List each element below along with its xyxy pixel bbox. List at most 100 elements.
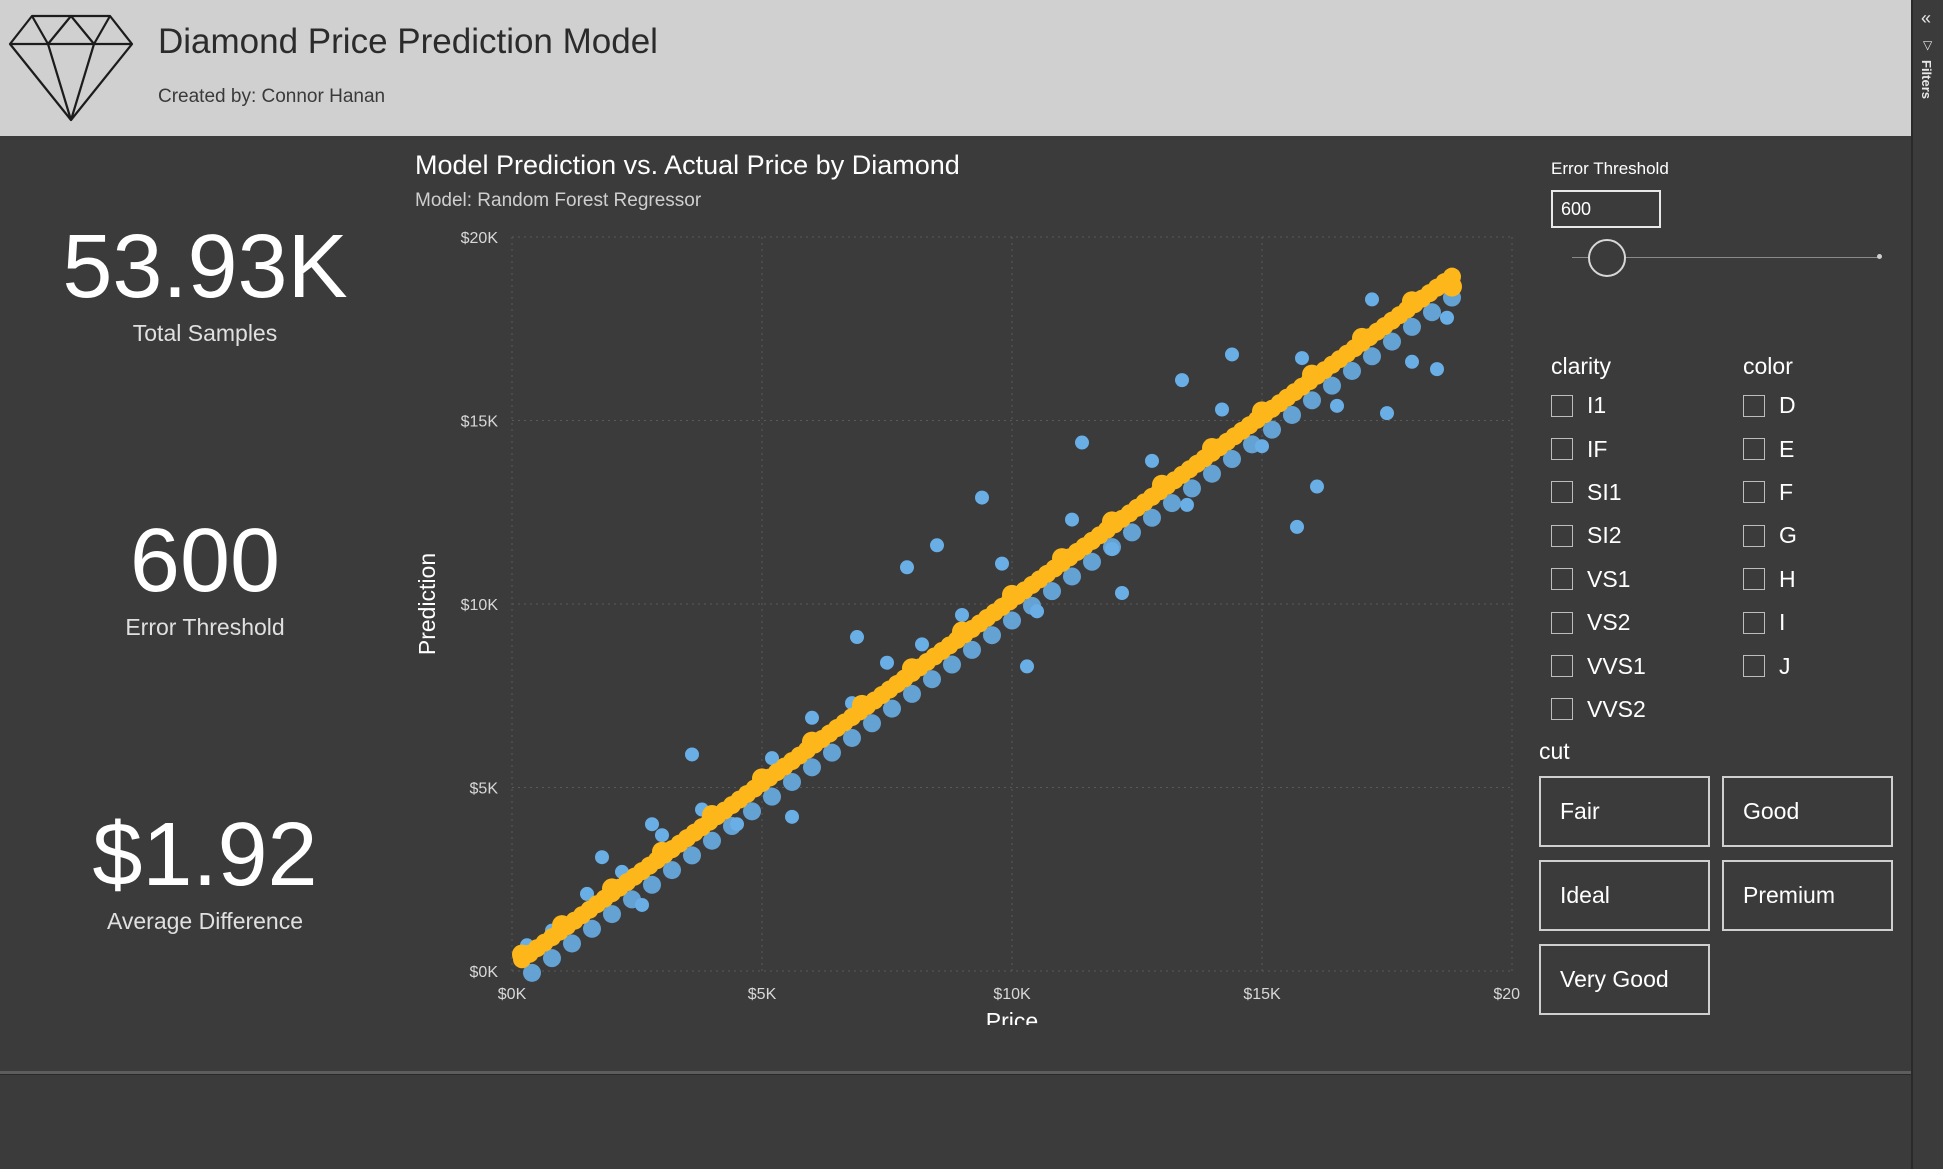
point-outside-threshold: [1365, 292, 1379, 307]
point-outside-threshold: [1223, 450, 1241, 469]
y-tick-label: $10K: [461, 597, 499, 614]
color-option-e[interactable]: E: [1743, 427, 1797, 470]
checkbox[interactable]: [1551, 524, 1573, 547]
clarity-option-label: VVS2: [1587, 695, 1646, 722]
checkbox[interactable]: [1551, 611, 1573, 634]
point-outside-threshold: [563, 934, 581, 953]
cut-button-good[interactable]: Good: [1722, 776, 1893, 847]
diamond-icon: [8, 14, 134, 122]
chart-title: Model Prediction vs. Actual Price by Dia…: [415, 150, 960, 180]
clarity-option-vs1[interactable]: VS1: [1551, 558, 1646, 601]
point-outside-threshold: [1403, 317, 1421, 336]
checkbox[interactable]: [1743, 568, 1765, 591]
point-outside-threshold: [1343, 361, 1361, 380]
point-outside-threshold: [1310, 479, 1324, 494]
checkbox[interactable]: [1743, 438, 1765, 461]
cut-button-fair[interactable]: Fair: [1539, 776, 1710, 847]
checkbox[interactable]: [1743, 481, 1765, 504]
point-outside-threshold: [643, 875, 661, 894]
color-option-label: G: [1779, 522, 1797, 549]
point-outside-threshold: [1263, 420, 1281, 439]
filters-label[interactable]: Filters: [1919, 60, 1934, 100]
threshold-slider-track[interactable]: [1572, 257, 1880, 258]
clarity-option-vs2[interactable]: VS2: [1551, 601, 1646, 644]
clarity-option-label: VS2: [1587, 609, 1631, 636]
point-outside-threshold: [995, 556, 1009, 571]
point-outside-threshold: [1430, 362, 1444, 377]
clarity-option-si2[interactable]: SI2: [1551, 514, 1646, 557]
threshold-label: Error Threshold: [1551, 159, 1669, 178]
app-subtitle: Created by: Connor Hanan: [158, 86, 386, 107]
point-outside-threshold: [955, 608, 969, 623]
color-option-d[interactable]: D: [1743, 384, 1797, 427]
point-outside-threshold: [743, 802, 761, 821]
point-outside-threshold: [823, 743, 841, 762]
checkbox[interactable]: [1743, 611, 1765, 634]
point-outside-threshold: [1203, 464, 1221, 483]
color-option-g[interactable]: G: [1743, 514, 1797, 557]
bottom-empty-area: [0, 1074, 1911, 1169]
color-option-i[interactable]: I: [1743, 601, 1797, 644]
checkbox[interactable]: [1551, 655, 1573, 678]
point-outside-threshold: [765, 751, 779, 766]
clarity-option-if[interactable]: IF: [1551, 427, 1646, 470]
color-option-j[interactable]: J: [1743, 644, 1797, 687]
point-outside-threshold: [580, 886, 594, 901]
color-option-f[interactable]: F: [1743, 471, 1797, 514]
checkbox[interactable]: [1743, 394, 1765, 417]
point-outside-threshold: [983, 626, 1001, 645]
kpi-value: $1.92: [92, 805, 318, 905]
point-outside-threshold: [1363, 347, 1381, 366]
point-outside-threshold: [1163, 494, 1181, 513]
scatter-chart[interactable]: $0K $0K $5K $5K $10K $10K $15K $15K $20K $20K Pric…: [400, 215, 1520, 1025]
kpi-average-difference: $1.92 Average Difference: [30, 810, 380, 935]
clarity-option-vvs1[interactable]: VVS1: [1551, 644, 1646, 687]
x-tick-label: $10K: [993, 986, 1031, 1003]
x-tick-label: $0K: [498, 986, 527, 1003]
checkbox[interactable]: [1743, 524, 1765, 547]
clarity-option-vvs2[interactable]: VVS2: [1551, 688, 1646, 731]
point-outside-threshold: [785, 809, 799, 824]
point-outside-threshold: [850, 630, 864, 645]
clarity-option-label: SI2: [1587, 522, 1622, 549]
color-option-label: E: [1779, 435, 1795, 462]
point-outside-threshold: [1440, 310, 1454, 325]
checkbox[interactable]: [1551, 438, 1573, 461]
point-outside-threshold: [543, 949, 561, 968]
threshold-slider-thumb[interactable]: [1587, 239, 1626, 277]
filters-pane-collapsed[interactable]: « ▽ Filters: [1911, 0, 1943, 1169]
point-outside-threshold: [730, 817, 744, 832]
point-outside-threshold: [923, 670, 941, 689]
cut-button-premium[interactable]: Premium: [1722, 860, 1893, 931]
clarity-option-i1[interactable]: I1: [1551, 384, 1646, 427]
point-outside-threshold: [843, 728, 861, 747]
point-outside-threshold: [1143, 508, 1161, 527]
point-outside-threshold: [1123, 523, 1141, 542]
threshold-input[interactable]: [1551, 190, 1661, 228]
x-axis-title: Price: [986, 1008, 1038, 1025]
checkbox[interactable]: [1743, 655, 1765, 678]
checkbox[interactable]: [1551, 568, 1573, 591]
cut-title: cut: [1539, 738, 1570, 764]
checkbox[interactable]: [1551, 481, 1573, 504]
y-axis-title: Prediction: [414, 553, 440, 655]
point-within-threshold: [1443, 267, 1461, 286]
chart-subtitle: Model: Random Forest Regressor: [415, 190, 702, 211]
clarity-title: clarity: [1551, 353, 1612, 379]
clarity-option-si1[interactable]: SI1: [1551, 471, 1646, 514]
cut-button-ideal[interactable]: Ideal: [1539, 860, 1710, 931]
point-outside-threshold: [1255, 439, 1269, 454]
checkbox[interactable]: [1551, 698, 1573, 721]
point-outside-threshold: [880, 655, 894, 670]
threshold-slider-end: [1877, 254, 1882, 259]
point-outside-threshold: [1105, 541, 1119, 556]
checkbox[interactable]: [1551, 394, 1573, 417]
point-outside-threshold: [1215, 402, 1229, 417]
color-option-h[interactable]: H: [1743, 558, 1797, 601]
point-outside-threshold: [900, 560, 914, 575]
clarity-filter: I1 IF SI1 SI2 VS1 VS2 VVS1 VVS2: [1551, 384, 1646, 731]
double-chevron-left-icon[interactable]: «: [1921, 8, 1932, 28]
kpi-total-samples: 53.93K Total Samples: [30, 222, 380, 347]
color-option-label: F: [1779, 478, 1794, 505]
cut-button-very-good[interactable]: Very Good: [1539, 944, 1710, 1015]
